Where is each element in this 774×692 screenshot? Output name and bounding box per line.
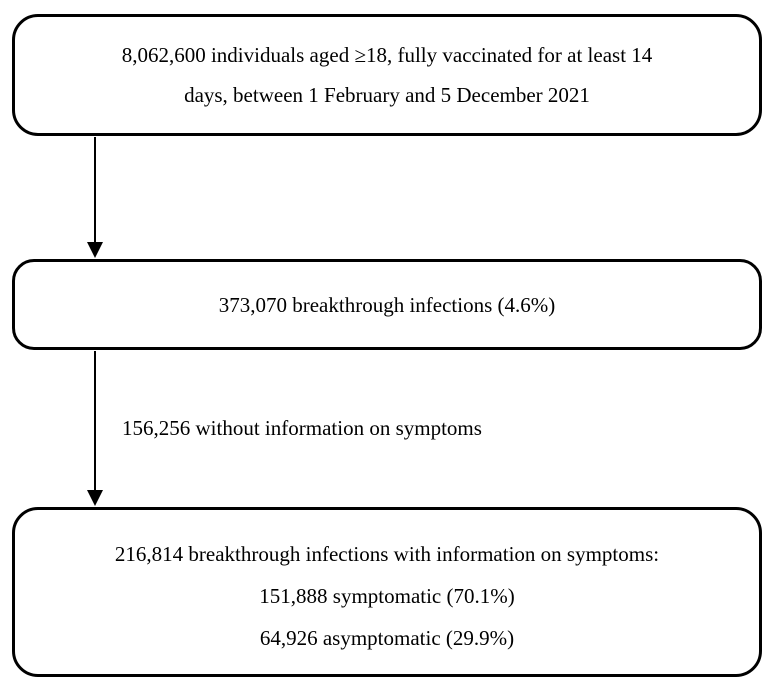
population-box-line-2: days, between 1 February and 5 December …: [184, 83, 590, 107]
flow-arrow-1-shaft: [94, 137, 96, 243]
symptom-information-box-line-2: 151,888 symptomatic (70.1%): [259, 584, 515, 608]
population-box-line-1: 8,062,600 individuals aged ≥18, fully va…: [121, 43, 653, 67]
symptom-information-box-line-3: 64,926 asymptomatic (29.9%): [259, 626, 515, 650]
flow-arrow-1-down-icon: [87, 242, 103, 258]
population-box: 8,062,600 individuals aged ≥18, fully va…: [12, 14, 762, 136]
breakthrough-infections-box-line-1: 373,070 breakthrough infections (4.6%): [218, 292, 556, 317]
flow-arrow-2-shaft: [94, 351, 96, 491]
flow-arrow-2-down-icon: [87, 490, 103, 506]
breakthrough-infections-box: 373,070 breakthrough infections (4.6%): [12, 259, 762, 350]
symptom-information-box: 216,814 breakthrough infections with inf…: [12, 507, 762, 677]
symptom-information-box-line-1: 216,814 breakthrough infections with inf…: [114, 542, 660, 566]
exclusion-label: 156,256 without information on symptoms: [122, 416, 482, 440]
